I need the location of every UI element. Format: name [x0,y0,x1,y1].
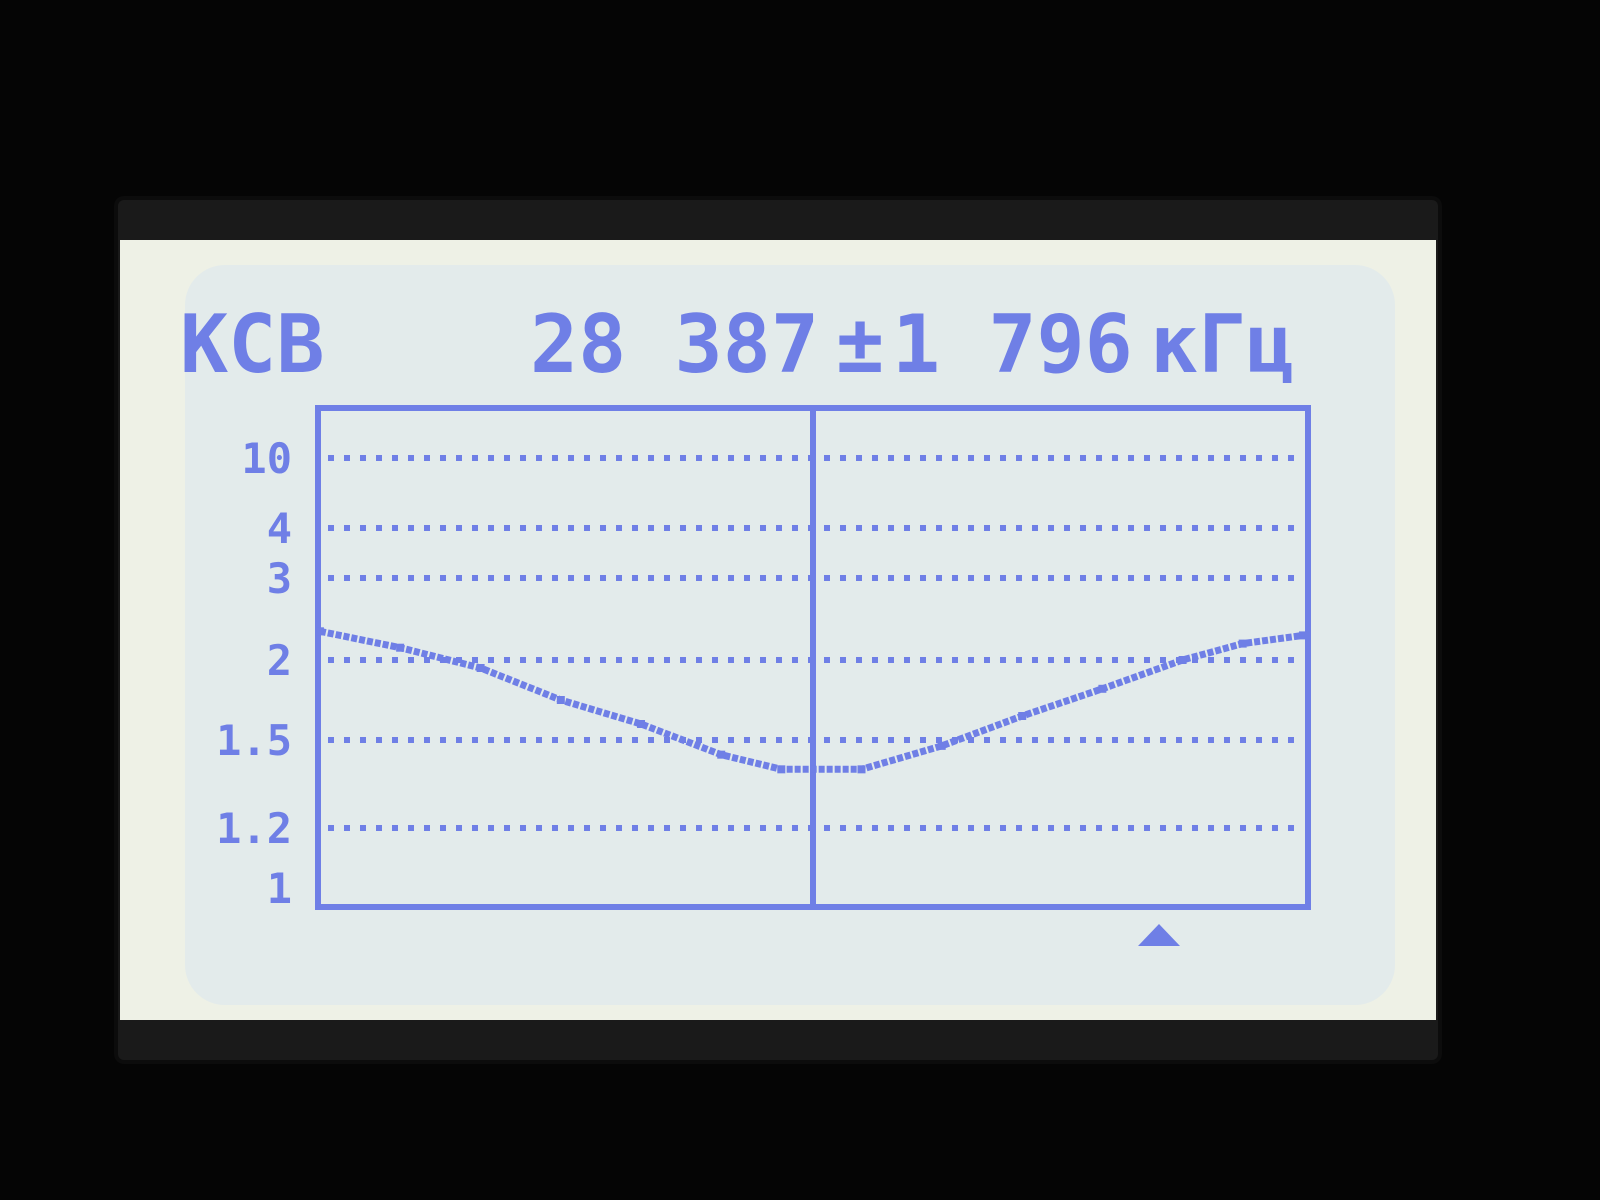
swr-point [1178,656,1187,664]
ytick-label: 10 [241,434,292,483]
swr-point [1238,639,1247,648]
lcd-display-area [185,265,1395,1005]
swr-point [777,765,786,774]
ytick-label: 1.5 [216,716,292,765]
mode-label: КСВ [180,298,325,391]
triangle-marker-icon [1138,924,1180,946]
ytick-label: 1.2 [216,804,292,853]
swr-point [1018,712,1027,720]
swr-curve [319,627,1304,773]
swr-point [315,627,324,636]
center-frequency: 28 387 [530,298,819,391]
plus-minus-sign: ± [836,298,885,391]
swr-point [396,643,405,652]
swr-point [637,720,646,728]
frequency-span: 1 796 [892,298,1133,391]
ytick-label: 3 [267,554,292,603]
ytick-label: 2 [267,636,292,685]
swr-point [717,750,726,759]
swr-point [937,741,946,750]
ytick-label: 4 [267,504,292,553]
swr-point [1098,684,1107,693]
swr-point [857,765,866,774]
swr-point [1299,631,1308,640]
swr-point [476,664,485,672]
frequency-unit: кГц [1150,298,1295,391]
ytick-label: 1 [267,864,292,913]
swr-point [556,696,565,704]
